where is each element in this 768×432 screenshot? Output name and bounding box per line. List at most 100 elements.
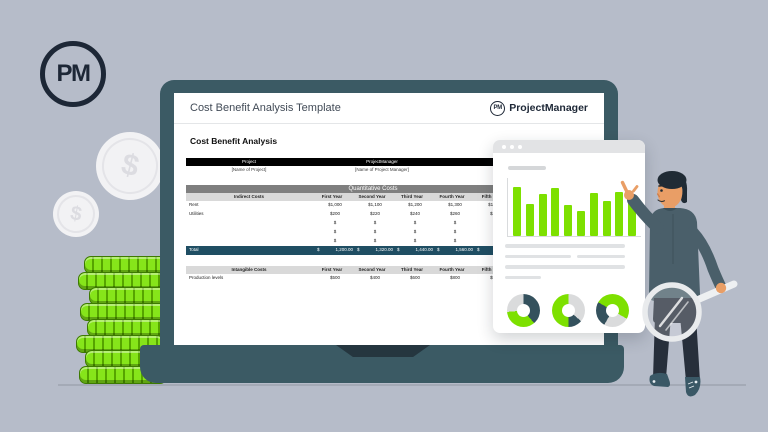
quantitative-costs-label: Quantitative Costs — [348, 186, 398, 192]
donut-chart-2 — [552, 294, 585, 327]
bar — [538, 194, 547, 236]
indirect-costs-rows: Rent$1,000$1,100$1,200$1,300$1,400Utilit… — [186, 201, 560, 246]
total-cell: $1,200.00 — [317, 247, 353, 253]
bar — [615, 192, 624, 236]
year-column-header: Third Year — [401, 266, 423, 272]
cell-value[interactable]: $500 — [329, 275, 340, 281]
holding-hand — [715, 282, 727, 294]
cell-value[interactable]: $ — [413, 238, 417, 244]
cell-value[interactable]: $600 — [409, 275, 420, 281]
laptop-base — [140, 345, 624, 383]
cell-value[interactable]: $ — [373, 238, 377, 244]
cell-value[interactable]: $ — [413, 229, 417, 235]
text-placeholder-line — [505, 244, 625, 248]
year-column-header: Fourth Year — [439, 266, 465, 272]
window-dot-icon — [518, 144, 522, 149]
project-header-row: Project ProjectManager — [186, 158, 560, 166]
year-column-header: Fifth Year — [481, 193, 503, 199]
donut-chart-1 — [507, 294, 540, 327]
shoe-dot — [694, 380, 698, 384]
cell-value[interactable]: $260 — [449, 211, 460, 217]
window-titlebar — [493, 140, 645, 153]
lens-glare — [665, 301, 689, 331]
cell-value[interactable]: $ — [413, 220, 417, 226]
bar — [628, 196, 637, 236]
nose — [656, 193, 661, 198]
pm-badge-icon: PM — [490, 100, 506, 116]
cell-value[interactable]: $400 — [369, 275, 380, 281]
right-leg — [680, 316, 700, 381]
intangible-costs-columns-row: Intangible Costs First Year Second Year Th… — [186, 266, 560, 274]
year-column-header: Fourth Year — [439, 193, 465, 199]
index-finger — [620, 180, 629, 194]
dollar-sign: $ — [96, 132, 164, 200]
bar — [525, 203, 534, 236]
cell-value[interactable]: $220 — [369, 211, 380, 217]
bar — [513, 186, 521, 236]
hair-back — [678, 174, 688, 204]
cell-value[interactable]: $ — [373, 229, 377, 235]
window-dot-icon — [510, 144, 514, 149]
indirect-costs-label: Indirect Costs — [233, 193, 264, 199]
dollar-coin-small: $ — [53, 191, 99, 237]
text-placeholder-line — [577, 254, 625, 258]
year-column-header: Fifth Year — [481, 266, 503, 272]
total-cell: $1,320.00 — [357, 247, 393, 253]
row-label: Production levels — [189, 275, 224, 281]
left-shoe — [649, 372, 670, 387]
cost-benefit-table: Project ProjectManager [Name of Project]… — [186, 158, 560, 283]
pm-logo-text: PM — [56, 60, 92, 87]
shoe-dot — [652, 380, 656, 383]
cell-value[interactable]: $ — [333, 229, 337, 235]
pm-brand-logo: PM — [40, 41, 106, 107]
magnifier-handle — [693, 280, 738, 304]
total-label: Total — [189, 247, 199, 253]
text-placeholder-line — [505, 254, 571, 258]
brand-lockup: PM ProjectManager — [490, 93, 588, 123]
bar-chart — [507, 178, 641, 237]
bar — [564, 204, 573, 236]
bar — [589, 193, 598, 236]
cell-value[interactable]: $200 — [329, 211, 340, 217]
shoe-laces — [687, 381, 695, 389]
cell-value[interactable]: $1,200 — [408, 202, 422, 208]
window-dot-icon — [502, 144, 506, 149]
project-name-cell[interactable]: [Name of Project] — [231, 167, 267, 173]
cell-value[interactable]: $800 — [449, 275, 460, 281]
dollar-coin-large: $ — [96, 132, 164, 200]
total-cell: $1,440.00 — [397, 247, 433, 253]
text-placeholder-line — [505, 275, 541, 279]
cell-value[interactable]: $ — [373, 220, 377, 226]
row-label: Utilities — [189, 211, 204, 217]
ground-line — [58, 384, 746, 386]
year-column-header: First Year — [321, 193, 343, 199]
chart-card-window — [493, 140, 645, 333]
mouth — [657, 199, 666, 203]
cell-value[interactable]: $1,100 — [368, 202, 382, 208]
eyebrow — [658, 184, 666, 187]
cell-value[interactable]: $ — [453, 229, 457, 235]
chart-title-placeholder — [508, 166, 546, 170]
cell-value[interactable]: $ — [333, 220, 337, 226]
cell-value[interactable]: $ — [453, 238, 457, 244]
page-header: Cost Benefit Analysis Template PM Projec… — [174, 93, 604, 124]
manager-header-cell: ProjectManager — [366, 158, 398, 164]
cell-value[interactable]: $1,300 — [448, 202, 462, 208]
cell-value[interactable]: $ — [453, 220, 457, 226]
page-title: Cost Benefit Analysis Template — [190, 102, 341, 114]
cell-value[interactable]: $240 — [409, 211, 420, 217]
dollar-sign: $ — [53, 191, 99, 237]
sheet-title: Cost Benefit Analysis — [190, 136, 278, 146]
row-label: Rent — [189, 202, 199, 208]
person-with-magnifier — [620, 171, 738, 397]
bar — [602, 200, 611, 236]
eye — [660, 189, 663, 192]
cell-value[interactable]: $ — [333, 238, 337, 244]
cell-value[interactable]: $1,000 — [328, 202, 342, 208]
text-placeholder-line — [505, 265, 625, 269]
lens-glare — [658, 296, 684, 328]
year-column-header: Third Year — [401, 193, 423, 199]
year-column-header: Second Year — [358, 193, 386, 199]
manager-name-cell[interactable]: [Name of Project Manager] — [355, 167, 409, 173]
collar — [663, 208, 677, 211]
